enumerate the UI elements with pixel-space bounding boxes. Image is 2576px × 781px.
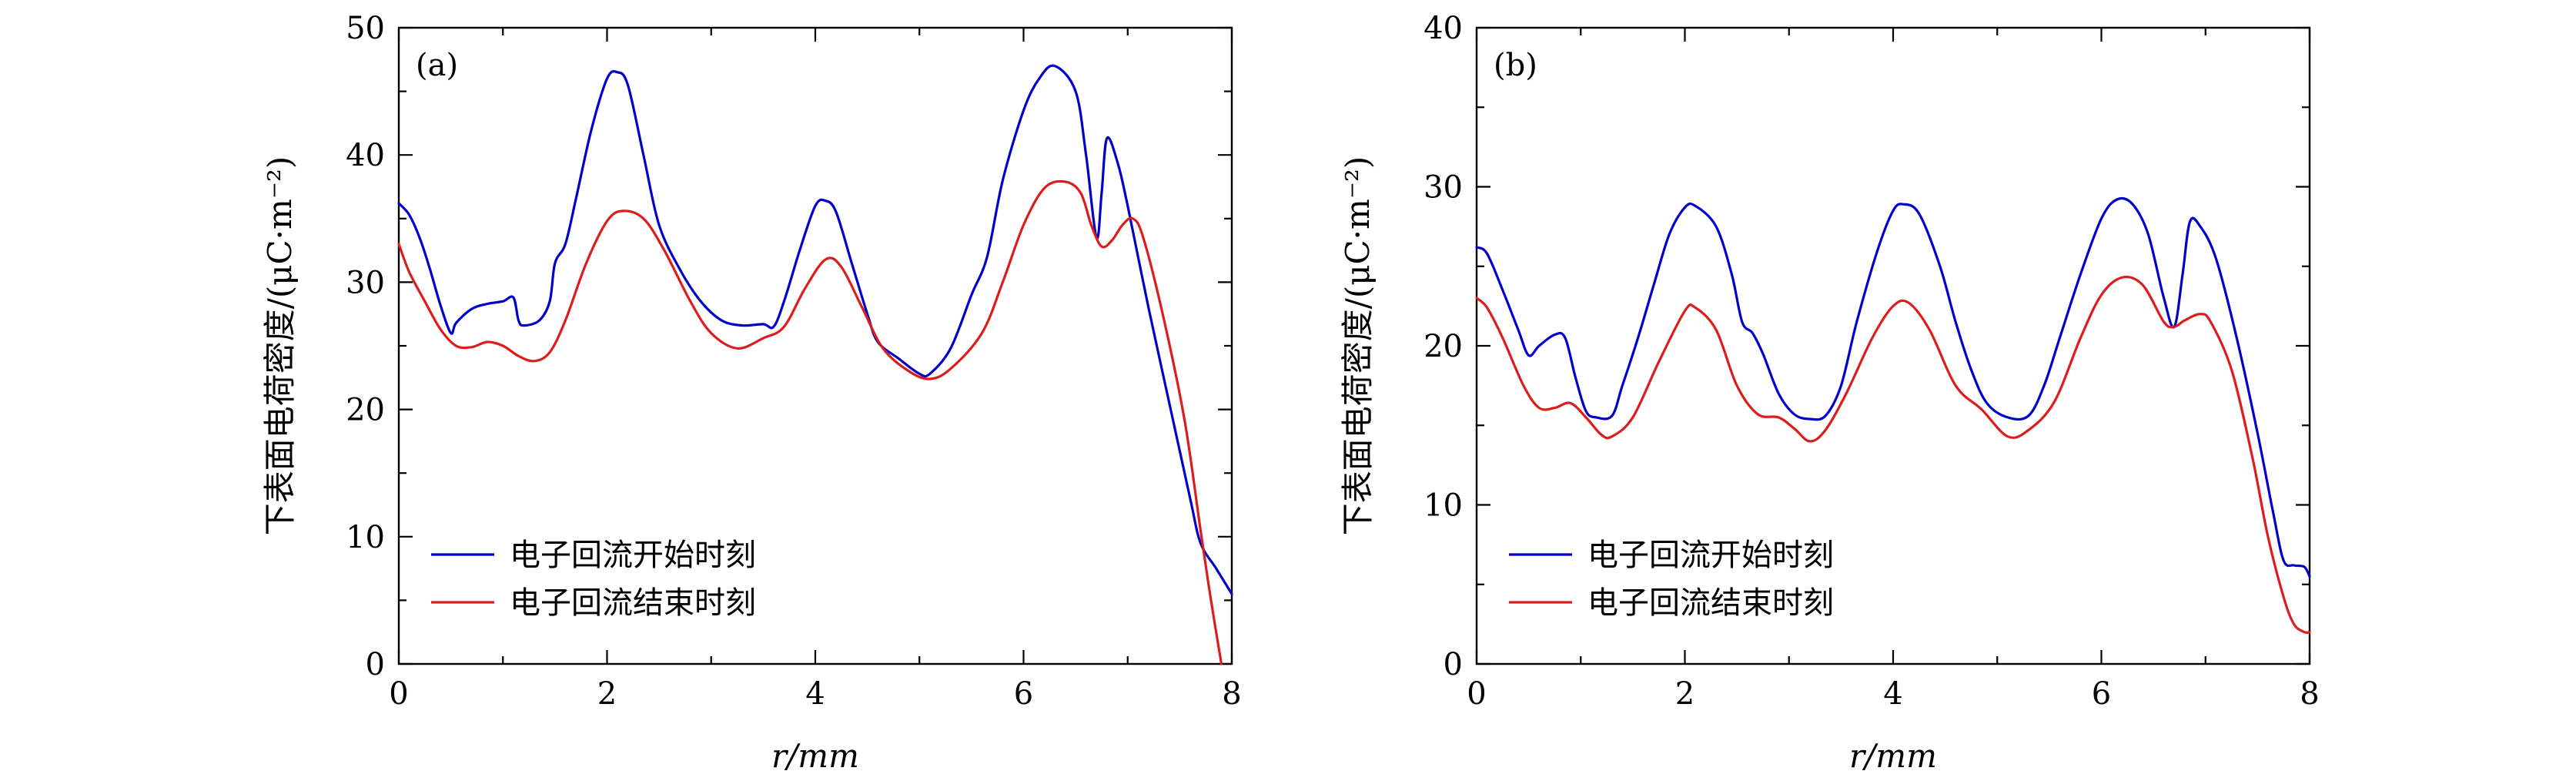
legend-label-1: 电子回流开始时刻 <box>1587 538 1834 573</box>
y-tick-label: 20 <box>346 393 385 428</box>
x-tick-label: 6 <box>1014 676 1033 712</box>
x-tick-label: 8 <box>2300 676 2319 712</box>
y-tick-label: 0 <box>366 647 385 682</box>
series-line-2 <box>397 179 1223 665</box>
x-tick-label: 6 <box>2092 676 2111 712</box>
chart-panel-a: 0 2 4 6 8 0 10 20 30 40 50 r/mm 下表面电荷密度/(μC·m⁻²) (a) 电… <box>261 11 1242 775</box>
y-tick-label: 30 <box>1423 170 1463 206</box>
chart-panel-b: 0 2 4 6 8 0 10 20 30 40 r/mm 下表面电荷密度/(μC·m⁻²) (b) 电子回… <box>1339 11 2320 775</box>
x-axis-label: r/mm <box>771 737 859 775</box>
x-tick-label: 0 <box>1467 676 1486 712</box>
y-tick-label: 10 <box>1423 488 1463 524</box>
y-tick-label: 10 <box>346 520 385 555</box>
panel-label: (b) <box>1494 48 1537 83</box>
series-line-2 <box>1475 275 2311 635</box>
y-tick-label: 40 <box>1423 11 1463 46</box>
legend-label-2: 电子回流结束时刻 <box>1587 585 1834 621</box>
y-tick-label: 30 <box>346 265 385 300</box>
x-tick-label: 2 <box>1675 676 1694 712</box>
x-tick-label: 0 <box>389 676 408 712</box>
x-tick-label: 4 <box>1883 676 1902 712</box>
x-axis-label: r/mm <box>1849 737 1937 775</box>
y-tick-label: 50 <box>346 11 385 46</box>
panel-label: (a) <box>416 48 458 83</box>
y-tick-label: 0 <box>1444 647 1463 682</box>
series-line-1 <box>397 64 1233 595</box>
y-tick-label: 20 <box>1423 329 1463 364</box>
legend-label-2: 电子回流结束时刻 <box>510 585 756 621</box>
y-tick-label: 40 <box>346 138 385 173</box>
legend-label-1: 电子回流开始时刻 <box>510 538 756 573</box>
x-tick-label: 4 <box>805 676 825 712</box>
series-line-1 <box>1475 196 2311 578</box>
x-tick-label: 2 <box>597 676 617 712</box>
x-tick-label: 8 <box>1222 676 1241 712</box>
y-axis-label: 下表面电荷密度/(μC·m⁻²) <box>261 156 299 536</box>
y-axis-label: 下表面电荷密度/(μC·m⁻²) <box>1339 156 1377 536</box>
